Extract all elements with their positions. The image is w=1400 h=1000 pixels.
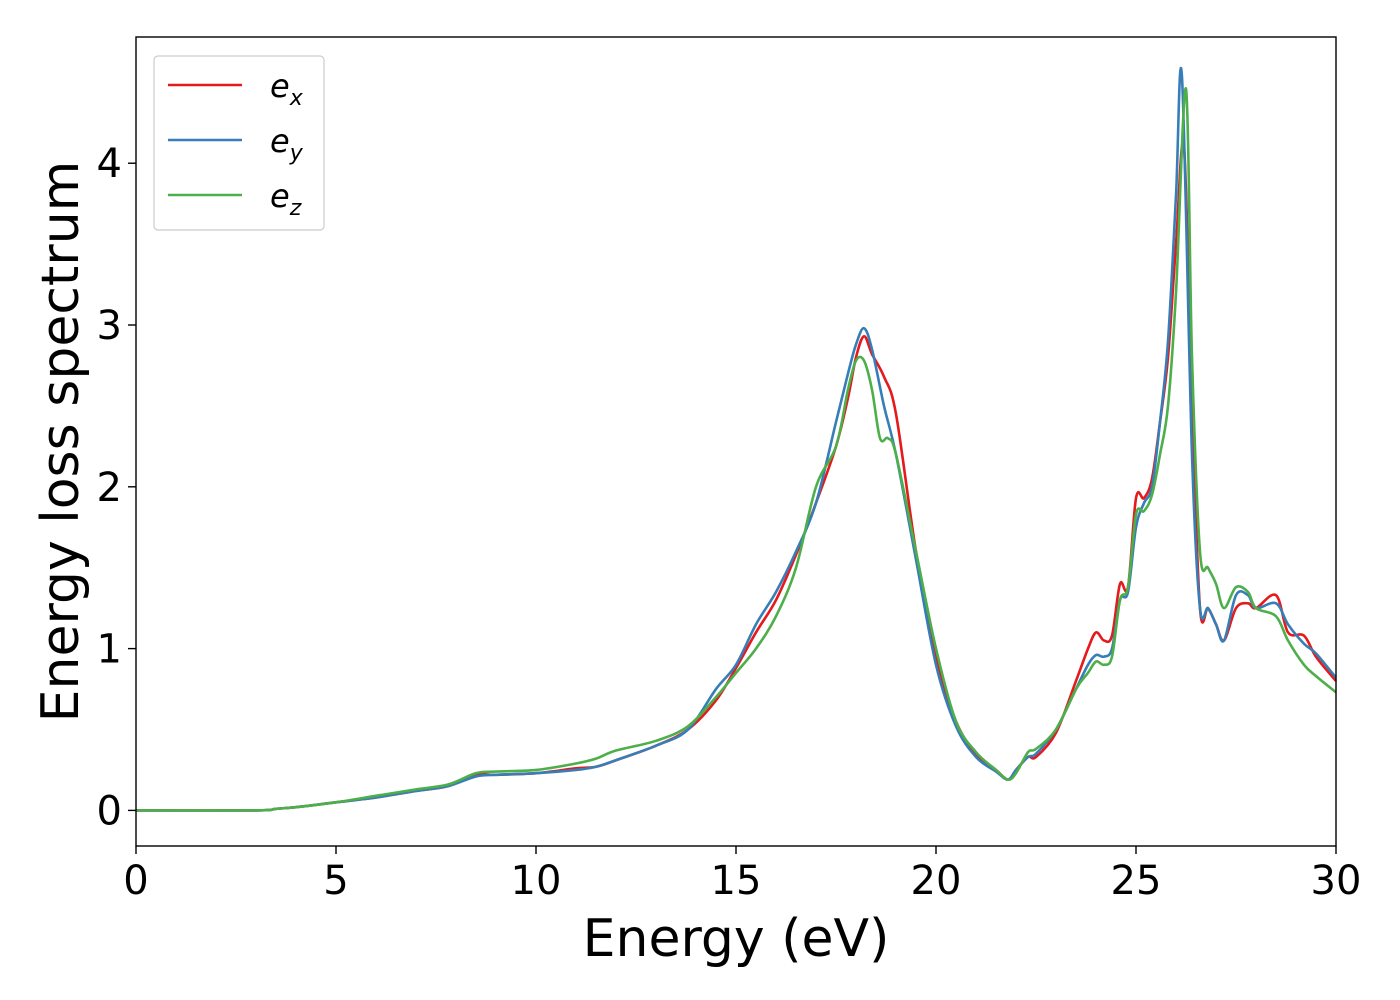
legend-label-ez: ez	[270, 177, 302, 221]
x-tick-label: 25	[1111, 858, 1162, 904]
x-tick-label: 10	[511, 858, 562, 904]
legend: ex ey ez	[153, 55, 325, 231]
y-tick-label: 1	[97, 627, 122, 673]
x-tick-label: 30	[1311, 858, 1362, 904]
x-tick-label: 0	[123, 858, 148, 904]
series-line-z	[135, 87, 1337, 812]
x-tick-label: 20	[911, 858, 962, 904]
legend-label-ex: ex	[270, 67, 304, 111]
y-tick-label: 4	[97, 141, 122, 187]
x-tick-label: 5	[323, 858, 348, 904]
x-axis-label: Energy (eV)	[583, 909, 890, 969]
y-tick-label: 0	[97, 788, 122, 834]
y-axis-label: Energy loss spectrum	[31, 161, 91, 723]
series-layer	[135, 66, 1338, 812]
y-tick-label: 2	[97, 465, 122, 511]
ticks-layer: 0 5 10 15 20 25 30 0 1 2 3 4	[97, 141, 1362, 904]
y-tick-label: 3	[97, 303, 122, 349]
x-tick-label: 15	[711, 858, 762, 904]
legend-box	[153, 55, 325, 231]
legend-label-ey: ey	[270, 122, 304, 166]
